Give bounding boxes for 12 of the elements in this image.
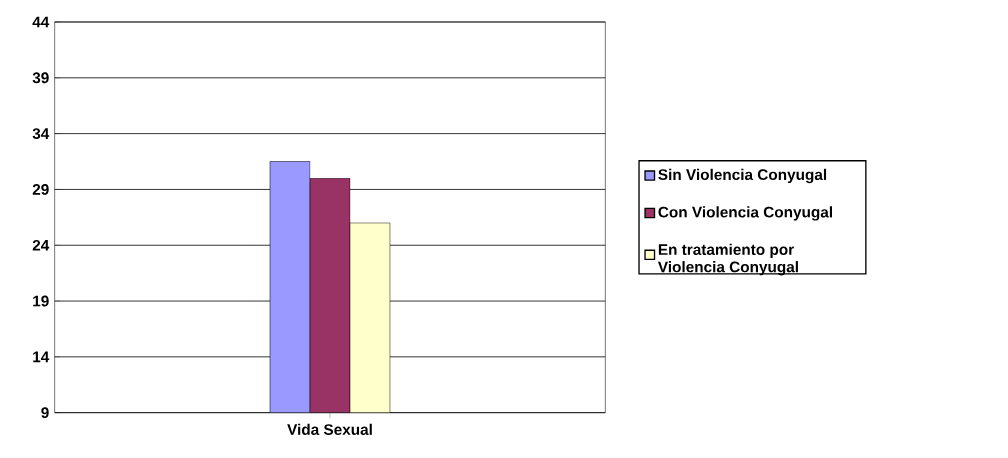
- legend-label: Sin Violencia Conyugal: [658, 168, 827, 184]
- y-tick-label: 24: [32, 239, 50, 251]
- y-tick-label: 39: [32, 72, 49, 84]
- y-tick-label: 19: [33, 295, 49, 307]
- legend-label: En tratamiento por Violencia Conyugal: [657, 243, 798, 276]
- y-tick-label: 29: [32, 184, 49, 195]
- y-tick-label: 34: [32, 128, 50, 140]
- y-tick-label: 14: [33, 351, 50, 363]
- y-tick-label: 9: [41, 407, 49, 419]
- y-tick-label: 44: [32, 16, 50, 28]
- legend-label: Con Violencia Conyugal: [658, 206, 832, 221]
- x-tick-label: Vida Sexual: [287, 423, 372, 435]
